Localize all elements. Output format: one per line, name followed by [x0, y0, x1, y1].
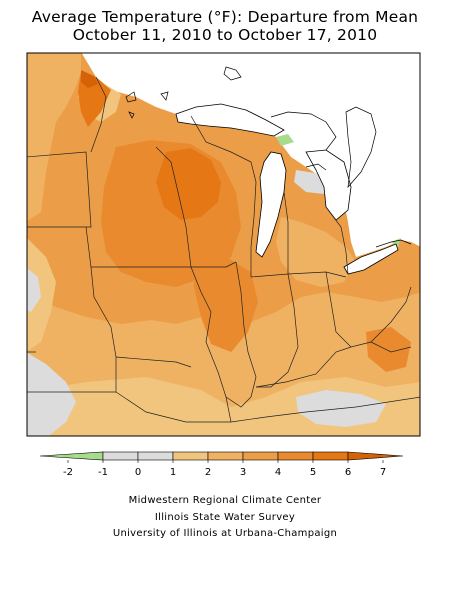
anomaly-3-4-east: [276, 217, 356, 287]
map-title-line-1: Average Temperature (°F): Departure from…: [31, 8, 419, 26]
legend-tick-label: -2: [63, 467, 73, 478]
anomaly-near-zero-west: [27, 267, 41, 312]
anomaly-6-7-northwest-corner: [81, 70, 98, 88]
legend-tick-label: 4: [275, 467, 281, 478]
no-data-region: [81, 53, 420, 257]
lake-michigan: [255, 151, 287, 258]
legend-bin: [172, 451, 209, 461]
map-frame: [26, 52, 421, 437]
anomaly-4-5-illinois: [194, 252, 258, 352]
legend-bin: [312, 451, 349, 461]
credit-line-2: Illinois State Water Survey: [154, 512, 296, 523]
legend-tick-label: 3: [240, 467, 246, 478]
legend-tick-label: 7: [380, 467, 386, 478]
credit-line-3: University of Illinois at Urbana-Champai…: [112, 528, 338, 539]
lake-huron: [305, 149, 352, 221]
legend-bin-arrow-high: [347, 451, 404, 461]
lake-superior: [175, 103, 285, 137]
legend-tick-label: 1: [170, 467, 176, 478]
legend-bin: [207, 451, 244, 461]
legend-tick-label: 6: [345, 467, 351, 478]
anomaly-1-2-southwest: [27, 238, 56, 352]
legend-tick-label: 0: [135, 467, 141, 478]
legend-tick-label: -1: [98, 467, 108, 478]
coastline-details: [125, 66, 412, 248]
legend-bin: [102, 451, 139, 461]
legend-bin: [137, 451, 174, 461]
legend-tick-label: 2: [205, 467, 211, 478]
lake-erie: [343, 243, 399, 275]
state-boundaries: [27, 76, 420, 423]
temperature-departure-map: [26, 52, 421, 437]
legend-tick-label: 5: [310, 467, 316, 478]
color-scale-legend: -2 -1 0 1 2 3 4 5 6 7: [39, 451, 404, 478]
legend-bin: [242, 451, 279, 461]
anomaly-4-5-southeast: [366, 327, 411, 372]
anomaly-near-zero-southwest: [27, 352, 76, 436]
anomaly-minus-1-patch-north: [276, 134, 294, 146]
anomaly-3-4-west: [27, 53, 81, 222]
map-title-line-2: October 11, 2010 to October 17, 2010: [72, 26, 378, 44]
legend-bin-arrow-low: [39, 451, 104, 461]
credit-line-1: Midwestern Regional Climate Center: [128, 495, 322, 506]
legend-bin: [277, 451, 314, 461]
